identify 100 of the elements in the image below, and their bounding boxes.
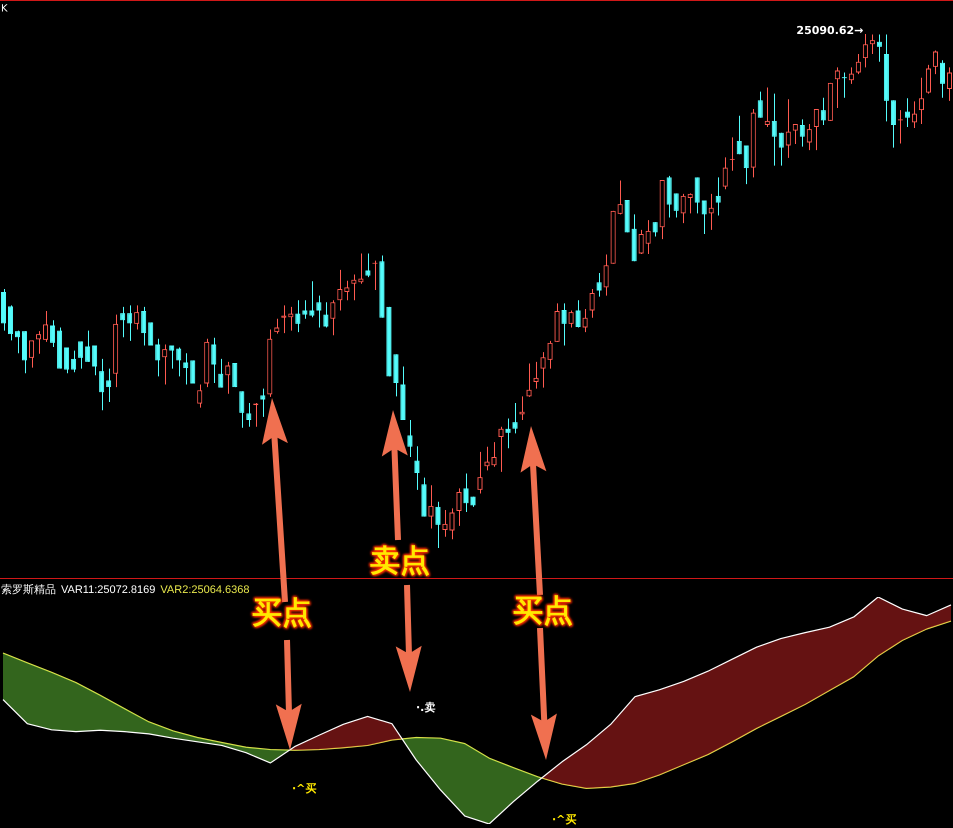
candlestick [534,361,539,390]
candlestick [526,362,532,398]
candlestick [260,388,266,418]
candlestick [106,368,112,403]
candlestick [435,501,440,548]
annotation: 卖点 [370,542,430,580]
candlestick [477,451,483,494]
candlestick [848,66,854,84]
candlestick [758,91,763,118]
candlestick [814,108,819,151]
text: K [1,4,8,15]
candlestick [694,176,700,214]
candlestick [414,446,420,490]
text: VAR11:25072.8169 [61,584,156,596]
candlestick [155,338,160,377]
candlestick [64,347,70,374]
annotation: ·^买 [292,781,316,796]
candlestick [940,60,946,98]
candlestick [856,54,861,75]
candlestick [141,306,146,346]
annotation: ·^买 [552,812,576,827]
candlestick [590,288,595,318]
candlestick [582,308,588,333]
candlestick [680,193,686,224]
candlestick [225,361,230,394]
candlestick [85,330,90,362]
candlestick [351,274,356,301]
candlestick [652,222,658,238]
candlestick [548,340,553,370]
candlestick [169,344,174,370]
candlestick [820,97,826,126]
candlestick [638,229,644,254]
candlestick [604,254,609,296]
candlestick [302,300,308,320]
candlestick [309,280,314,318]
candlestick [176,347,182,377]
chart-title: 索罗斯精品 [1,584,56,596]
text: VAR2:25064.6368 [160,584,250,596]
candlestick [932,50,938,75]
candlestick [498,426,504,472]
candlestick [71,350,76,373]
candlestick [211,337,216,384]
candlestick [674,192,679,218]
candlestick [926,64,931,94]
annotation: 25090.62→ [796,24,864,37]
candlestick [50,320,56,348]
candlestick [183,352,188,386]
candlestick [428,484,434,529]
candlestick [99,358,104,411]
candlestick [736,115,742,155]
candlestick [120,306,126,338]
candlestick [288,306,294,332]
candlestick [688,192,693,214]
candlestick [330,300,336,336]
candlestick [36,330,42,354]
candlestick [792,123,798,144]
candlestick [78,340,84,370]
candlestick [764,86,770,128]
candlestick [918,77,924,124]
candlestick [274,318,280,334]
candlestick [722,156,728,190]
candlestick [29,340,34,368]
candlestick [344,280,350,301]
candlestick [716,176,721,216]
candlestick [337,269,342,312]
candlestick [540,352,546,388]
candlestick [365,252,370,278]
candlestick [14,330,20,354]
candlestick [904,98,910,128]
candlestick [43,310,48,342]
candlestick [484,446,490,471]
annotation: ·.卖 [416,700,436,715]
candlestick [239,390,244,428]
candlestick [800,118,805,148]
candlestick [449,508,454,540]
candlestick [316,295,322,328]
candlestick [463,472,469,513]
candlestick [127,304,132,342]
candlestick [870,34,875,55]
candlestick [862,34,868,68]
candlestick [576,300,581,328]
candlestick [568,310,574,328]
annotation: 买点 [513,592,573,630]
candlestick [772,93,777,166]
candlestick [744,145,749,185]
candlestick [702,200,707,234]
candlestick [708,193,714,230]
candlestick [506,418,511,449]
annotation: 买点 [252,594,312,632]
candlestick [162,344,168,386]
candlestick [295,300,300,333]
candlestick [618,180,623,215]
candlestick [218,358,224,388]
candlestick [890,100,896,148]
candlestick [407,420,412,458]
candlestick [646,220,651,254]
candlestick [912,100,917,129]
candlestick [442,509,448,538]
candlestick [197,384,202,408]
candlestick [778,132,784,166]
